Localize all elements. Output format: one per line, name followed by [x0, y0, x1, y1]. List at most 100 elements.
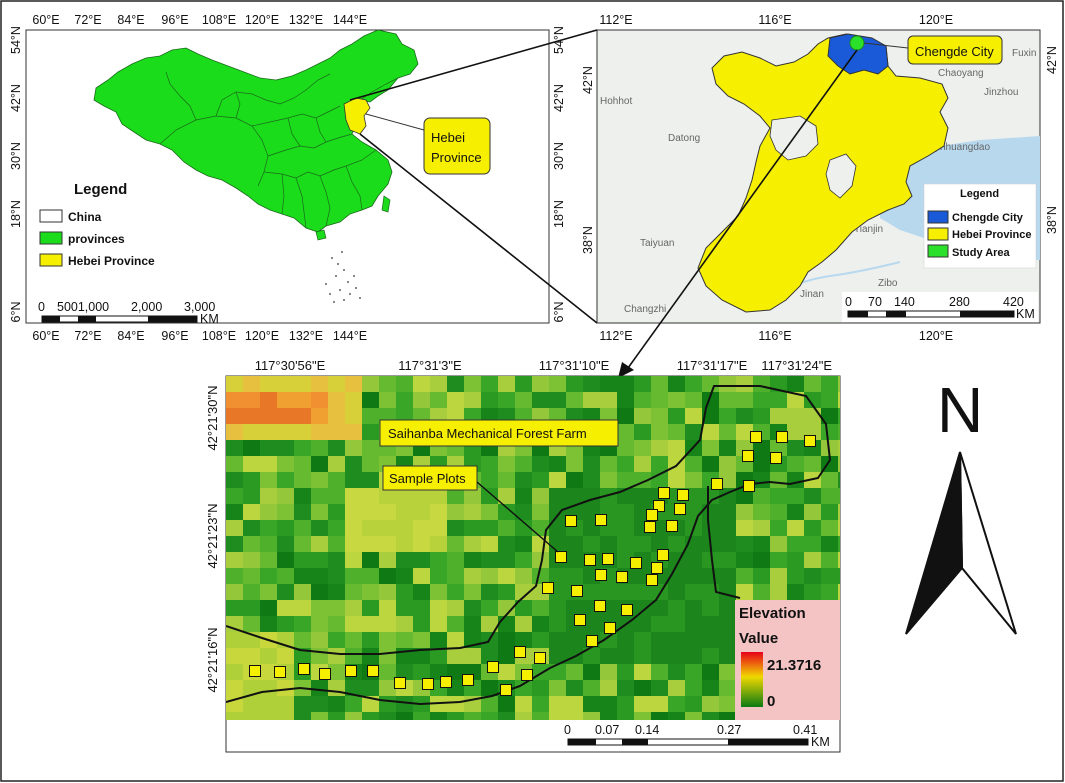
- elevation-cell: [634, 424, 652, 441]
- elevation-cell: [294, 568, 312, 585]
- axis-c-top-tick: 117°31'17"E: [677, 358, 748, 373]
- elevation-cell: [362, 696, 380, 713]
- elevation-cell: [838, 696, 840, 713]
- elevation-cell: [430, 376, 448, 393]
- elevation-cell: [413, 632, 431, 649]
- elevation-cell: [481, 520, 499, 537]
- elevation-cell: [736, 392, 754, 409]
- sample-plot-marker: [584, 554, 596, 566]
- elevation-cell: [328, 712, 346, 720]
- elevation-cell: [753, 472, 771, 489]
- elevation-cell: [651, 408, 669, 425]
- sample-plot-marker: [521, 669, 533, 681]
- elevation-cell: [787, 392, 805, 409]
- elevation-cell: [617, 584, 635, 601]
- elevation-cell: [311, 680, 329, 697]
- elevation-cell: [651, 696, 669, 713]
- elevation-cell: [736, 536, 754, 553]
- chengde-callout-text: Chengde City: [915, 44, 994, 59]
- elevation-cell: [498, 504, 516, 521]
- axis-c-left-tick: 42°21'16"N: [205, 627, 220, 692]
- elevation-cell: [685, 712, 703, 720]
- elevation-color-ramp: [741, 652, 763, 707]
- elevation-cell: [362, 552, 380, 569]
- elevation-cell: [787, 408, 805, 425]
- sample-plots: [249, 431, 816, 696]
- sample-plot-marker: [666, 520, 678, 532]
- elevation-cell: [838, 408, 840, 425]
- elevation-cell: [464, 392, 482, 409]
- elevation-cell: [430, 392, 448, 409]
- elevation-cell: [702, 696, 720, 713]
- elevation-cell: [498, 552, 516, 569]
- elevation-cell: [804, 520, 822, 537]
- basemap-label: Datong: [668, 133, 700, 144]
- elevation-cell: [345, 584, 363, 601]
- elevation-cell: [243, 616, 261, 633]
- elevation-cell: [634, 600, 652, 617]
- elevation-cell: [498, 488, 516, 505]
- elevation-cell: [821, 440, 839, 457]
- elevation-cell: [345, 648, 363, 665]
- hebei-callout-line1: Hebei: [431, 130, 465, 145]
- elevation-cell: [243, 520, 261, 537]
- elevation-cell: [260, 664, 278, 681]
- elevation-cell: [413, 584, 431, 601]
- elevation-cell: [328, 504, 346, 521]
- basemap-label: Taiyuan: [640, 238, 674, 249]
- elevation-cell: [226, 568, 244, 585]
- elevation-cell: [515, 536, 533, 553]
- scalebar-a-label-0: 0: [38, 300, 45, 314]
- sample-plot-marker: [586, 635, 598, 647]
- elevation-cell: [532, 504, 550, 521]
- elevation-cell: [634, 392, 652, 409]
- elevation-cell: [668, 584, 686, 601]
- elevation-cell: [277, 584, 295, 601]
- elevation-cell: [634, 408, 652, 425]
- elevation-cell: [668, 712, 686, 720]
- elevation-cell: [311, 696, 329, 713]
- sample-plot-marker: [630, 557, 642, 569]
- elevation-cell: [481, 504, 499, 521]
- elevation-cell: [566, 696, 584, 713]
- elevation-cell: [685, 472, 703, 489]
- elevation-cell: [328, 584, 346, 601]
- elevation-cell: [566, 568, 584, 585]
- zoom-connectors: [349, 29, 598, 324]
- scalebar-a-label-1: 5001,000: [57, 300, 109, 314]
- sample-plots-callout: [382, 465, 478, 491]
- elevation-cell: [362, 520, 380, 537]
- elevation-cell: [736, 424, 754, 441]
- elevation-cell: [277, 456, 295, 473]
- legend-label-hebei-b: Hebei Province: [952, 229, 1031, 241]
- legend-swatch-hebei: [39, 253, 63, 267]
- elevation-cell: [685, 632, 703, 649]
- sample-plot-marker: [743, 480, 755, 492]
- elevation-cell: [685, 504, 703, 521]
- elevation-cell: [668, 648, 686, 665]
- elevation-cell: [617, 408, 635, 425]
- elevation-cell: [226, 472, 244, 489]
- elevation-cell: [770, 392, 788, 409]
- axis-a-bottom-tick: 96°E: [161, 329, 188, 343]
- elevation-cell: [685, 696, 703, 713]
- elevation-cell: [345, 424, 363, 441]
- basemap-labels: Hohhot Datong Taiyuan Changzhi Jinan Zib…: [600, 48, 1036, 315]
- elevation-cell: [719, 584, 737, 601]
- elevation-cell: [328, 472, 346, 489]
- elevation-cell: [838, 504, 840, 521]
- scalebar-c-label-4: 0.41: [793, 723, 817, 737]
- elevation-cell: [617, 520, 635, 537]
- scalebar-b-unit: KM: [1016, 307, 1035, 321]
- elevation-cell: [260, 696, 278, 713]
- elevation-cell: [566, 600, 584, 617]
- elevation-cell: [294, 424, 312, 441]
- elevation-cell: [685, 392, 703, 409]
- elevation-cell: [787, 584, 805, 601]
- elevation-cell: [345, 696, 363, 713]
- elevation-cell: [838, 600, 840, 617]
- elevation-cell: [226, 520, 244, 537]
- elevation-cell: [634, 648, 652, 665]
- elevation-cell: [566, 712, 584, 720]
